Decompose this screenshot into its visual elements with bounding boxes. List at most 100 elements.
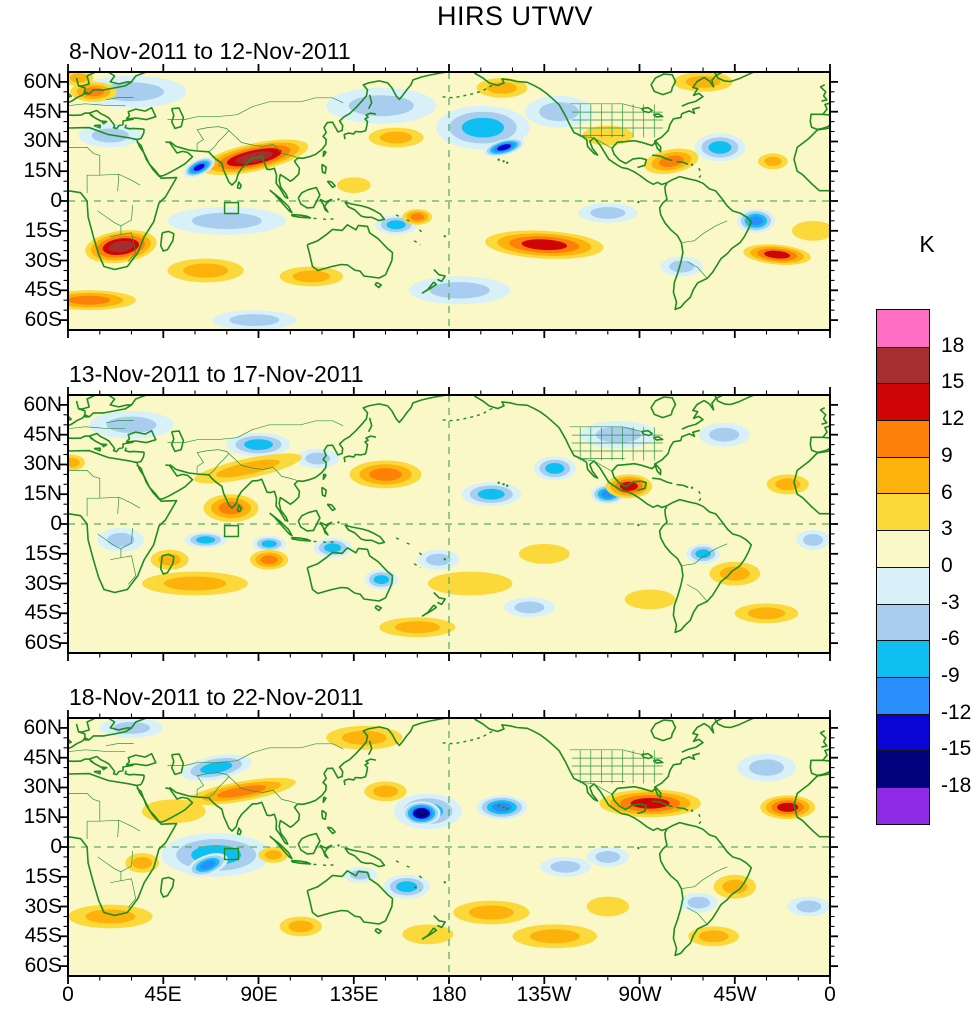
colorbar-cell [877,750,929,787]
lat-tick-label: 60S [24,631,62,654]
island-dot [502,483,505,486]
colorbar-tick-label: -15 [941,737,972,760]
colorbar-tick-label: 12 [941,407,965,430]
colorbar-tick-label: 18 [941,334,965,357]
colorbar-tick-label: -18 [941,774,972,797]
island-dot [637,200,640,204]
lat-tick-label: 45S [24,278,62,301]
colorbar-cell [877,420,929,457]
panel-2-date-range: 13-Nov-2011 to 17-Nov-2011 [69,361,364,387]
island-dot [497,481,500,484]
lat-tick-label: 60S [24,308,62,331]
lat-tick-label: 60N [23,393,62,416]
island-dot [506,484,509,487]
study-region-box [223,201,240,215]
island-dot [443,558,446,561]
colorbar-cell [877,383,929,421]
lat-tick-label: 30N [23,129,62,152]
colorbar-tick-label: -12 [941,701,972,724]
colorbar [876,309,930,825]
island-dot [497,158,500,161]
island-dot [506,807,509,810]
island-dot [337,198,340,201]
lon-tick-label: 0 [824,983,836,1006]
anomaly-fill-field [68,718,830,976]
island-chains [313,729,702,892]
island-dot [690,809,694,812]
study-region-box [223,524,240,538]
island-dot [443,235,446,238]
colorbar-tick-label: 9 [941,444,953,467]
island-chains [313,83,702,246]
lat-tick-label: 45N [23,746,62,769]
country-borders [68,420,728,602]
lon-tick-label: 45W [713,983,757,1006]
island-dot [690,163,694,166]
colorbar-cell [877,493,929,531]
panel-3-date-range: 18-Nov-2011 to 22-Nov-2011 [69,684,364,710]
lat-tick-label: 30S [24,895,62,918]
lat-tick-label: 45S [24,601,62,624]
lat-tick-label: 15N [23,482,62,505]
colorbar-cell [877,310,929,347]
lat-tick-label: 60N [23,70,62,93]
colorbar-tick-label: 6 [941,481,953,504]
lon-tick-label: 135W [516,983,572,1006]
colorbar-tick-label: -9 [941,664,960,687]
lat-tick-label: 30N [23,452,62,475]
lat-tick-label: 30N [23,775,62,798]
country-borders [68,97,728,279]
lon-tick-label: 0 [62,983,74,1006]
island-dot [337,521,340,524]
island-dot [502,160,505,163]
lat-tick-label: 30S [24,572,62,595]
colorbar-cell [877,603,929,641]
lon-tick-label: 135E [329,983,379,1006]
colorbar-tick-label: 3 [941,517,953,540]
colorbar-cell [877,566,929,604]
colorbar-tick-label: -3 [941,591,960,614]
island-chains [313,406,702,569]
lat-tick-label: 0 [50,512,62,535]
lon-tick-label: 45E [144,983,182,1006]
island-dot [506,161,509,164]
colorbar-cell [877,346,929,384]
lat-tick-label: 0 [50,189,62,212]
anomaly-fill-field [68,72,830,330]
colorbar-tick-label: -6 [941,627,960,650]
colorbar-cell [877,640,929,677]
country-borders [68,743,728,925]
map-canvas-3 [60,710,838,984]
lon-tick-label: 90E [240,983,278,1006]
coastlines [68,72,830,311]
lat-tick-label: 0 [50,835,62,858]
colorbar-cell [877,713,929,751]
colorbar-cell [877,676,929,714]
colorbar-tick-label: 0 [941,554,953,577]
lat-tick-label: 15S [24,542,62,565]
lat-tick-label: 45N [23,100,62,123]
map-canvas-1 [60,64,838,338]
lon-tick-label: 90W [618,983,662,1006]
lat-tick-label: 15N [23,159,62,182]
lat-tick-label: 15S [24,865,62,888]
island-dot [637,846,640,850]
lat-tick-label: 45N [23,423,62,446]
lat-tick-label: 60N [23,716,62,739]
colorbar-cell [877,530,929,567]
island-dot [502,806,505,809]
lat-tick-label: 45S [24,924,62,947]
lon-tick-label: 180 [431,983,467,1006]
coastlines [68,395,830,634]
island-dot [337,844,340,847]
colorbar-tick-label: 15 [941,370,965,393]
lat-tick-label: 60S [24,954,62,977]
coastlines [68,718,830,957]
lat-tick-label: 15S [24,219,62,242]
colorbar-units-label: K [919,231,935,257]
lat-tick-label: 15N [23,805,62,828]
island-dot [690,486,694,489]
island-dot [443,881,446,884]
colorbar-cell [877,456,929,494]
